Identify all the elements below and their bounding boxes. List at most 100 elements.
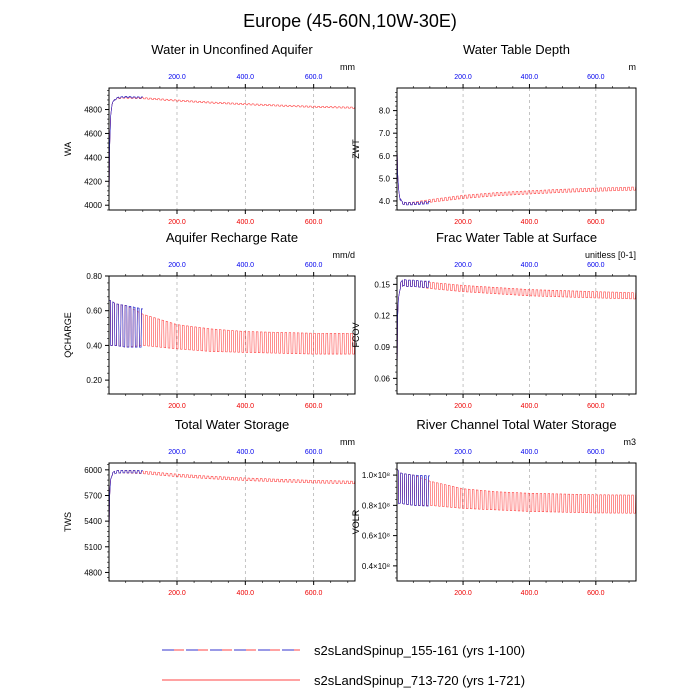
xtick-label-top: 400.0	[521, 262, 539, 269]
xtick-label-bottom: 600.0	[305, 403, 323, 410]
ytick-label: 0.4×10⁸	[362, 562, 390, 571]
chart-panels: Water in Unconfined Aquifer mm 4000 4200 440…	[63, 42, 637, 597]
xtick-label-bottom: 400.0	[237, 403, 255, 410]
ytick-label: 0.60	[86, 307, 102, 316]
ylabel: QCHARGE	[63, 312, 73, 358]
ytick-label: 6000	[84, 466, 102, 475]
chart-units: m3	[623, 437, 636, 447]
xtick-label-top: 400.0	[521, 74, 539, 81]
series-line-overlay	[396, 279, 430, 384]
ylabel: TWS	[63, 512, 73, 532]
ytick-label: 0.8×10⁸	[362, 501, 390, 510]
ytick-label: 0.20	[86, 376, 102, 385]
series-line-dashed	[396, 142, 430, 206]
chart-title: Water in Unconfined Aquifer	[151, 42, 313, 57]
figure-title: Europe (45-60N,10W-30E)	[243, 11, 457, 31]
ylabel: ZWT	[351, 139, 361, 159]
ytick-label: 0.09	[374, 343, 390, 352]
ytick-label: 5700	[84, 491, 102, 500]
chart-panel-3: Aquifer Recharge Rate mm/d 0.20 0.40 0.60 0.8…	[63, 230, 356, 410]
xtick-label-top: 200.0	[168, 449, 186, 456]
xtick-label-top: 600.0	[305, 449, 323, 456]
xtick-label-bottom: 200.0	[168, 219, 186, 226]
plot-frame	[108, 462, 356, 582]
ytick-label: 7.0	[379, 129, 391, 138]
chart-panel-4: Frac Water Table at Surface unitless [0-1…	[351, 230, 637, 410]
plot-frame	[108, 275, 356, 395]
series-line-dashed	[396, 279, 430, 384]
series-line-solid	[108, 96, 356, 208]
ytick-label: 0.12	[374, 312, 390, 321]
ytick-label: 0.40	[86, 341, 102, 350]
xtick-label-top: 400.0	[237, 74, 255, 81]
series-line-dashed	[396, 468, 430, 507]
chart-title: Water Table Depth	[463, 42, 570, 57]
chart-panel-6: River Channel Total Water Storage m3 0.4×1…	[351, 417, 637, 597]
series-line-solid	[396, 279, 637, 384]
xtick-label-bottom: 600.0	[305, 590, 323, 597]
ytick-label: 4800	[84, 568, 102, 577]
ytick-label: 8.0	[379, 107, 391, 116]
xtick-label-top: 400.0	[237, 262, 255, 269]
ylabel: FCOV	[351, 322, 361, 347]
legend-label-2: s2sLandSpinup_713-720 (yrs 1-721)	[314, 673, 525, 688]
ylabel: WA	[63, 142, 73, 156]
chart-panel-2: Water Table Depth m 4.0 5.0 6.0 7.0 8.0 200.0 20…	[351, 42, 637, 226]
xtick-label-top: 600.0	[587, 449, 605, 456]
ylabel: VOLR	[351, 509, 361, 534]
xtick-label-bottom: 400.0	[521, 403, 539, 410]
series-line-dashed	[109, 299, 143, 348]
xtick-label-top: 200.0	[168, 262, 186, 269]
xtick-label-bottom: 400.0	[521, 219, 539, 226]
xtick-label-bottom: 200.0	[168, 590, 186, 597]
xtick-label-top: 600.0	[305, 74, 323, 81]
xtick-label-bottom: 400.0	[521, 590, 539, 597]
xtick-label-top: 200.0	[454, 449, 472, 456]
chart-title: Aquifer Recharge Rate	[166, 230, 298, 245]
series-line-solid	[396, 142, 636, 206]
xtick-label-bottom: 400.0	[237, 590, 255, 597]
chart-units: mm	[340, 437, 355, 447]
xtick-label-bottom: 200.0	[454, 403, 472, 410]
series-line-overlay	[396, 468, 430, 507]
ytick-label: 4600	[84, 129, 102, 138]
xtick-label-bottom: 600.0	[587, 590, 605, 597]
chart-title: River Channel Total Water Storage	[416, 417, 616, 432]
plot-frame	[396, 462, 637, 582]
series-line-overlay	[109, 299, 143, 348]
chart-title: Total Water Storage	[175, 417, 289, 432]
plot-frame	[396, 275, 637, 395]
chart-units: mm	[340, 62, 355, 72]
chart-panel-1: Water in Unconfined Aquifer mm 4000 4200 440…	[63, 42, 356, 226]
series-line-solid	[108, 469, 355, 539]
plot-frame	[108, 87, 356, 211]
xtick-label-top: 200.0	[454, 262, 472, 269]
plot-frame	[396, 87, 637, 211]
xtick-label-bottom: 200.0	[454, 590, 472, 597]
chart-panel-5: Total Water Storage mm 4800 5100 5400 5700 600…	[63, 417, 356, 597]
xtick-label-top: 400.0	[521, 449, 539, 456]
ytick-label: 5100	[84, 543, 102, 552]
ytick-label: 5400	[84, 517, 102, 526]
chart-units: mm/d	[333, 250, 356, 260]
xtick-label-bottom: 600.0	[587, 403, 605, 410]
series-line-dashed	[108, 469, 143, 539]
chart-units: m	[629, 62, 637, 72]
xtick-label-bottom: 200.0	[454, 219, 472, 226]
xtick-label-bottom: 600.0	[587, 219, 605, 226]
legend: s2sLandSpinup_155-161 (yrs 1-100) s2sLan…	[162, 643, 525, 688]
ytick-label: 4000	[84, 201, 102, 210]
xtick-label-top: 200.0	[454, 74, 472, 81]
xtick-label-top: 600.0	[587, 262, 605, 269]
ytick-label: 4200	[84, 177, 102, 186]
ytick-label: 0.6×10⁸	[362, 532, 390, 541]
ytick-label: 0.15	[374, 280, 390, 289]
ytick-label: 5.0	[379, 174, 391, 183]
series-line-overlay	[108, 469, 143, 539]
chart-title: Frac Water Table at Surface	[436, 230, 597, 245]
series-line-solid	[109, 299, 355, 355]
xtick-label-top: 600.0	[305, 262, 323, 269]
xtick-label-top: 600.0	[587, 74, 605, 81]
chart-units: unitless [0-1]	[585, 250, 636, 260]
ytick-label: 0.06	[374, 374, 390, 383]
